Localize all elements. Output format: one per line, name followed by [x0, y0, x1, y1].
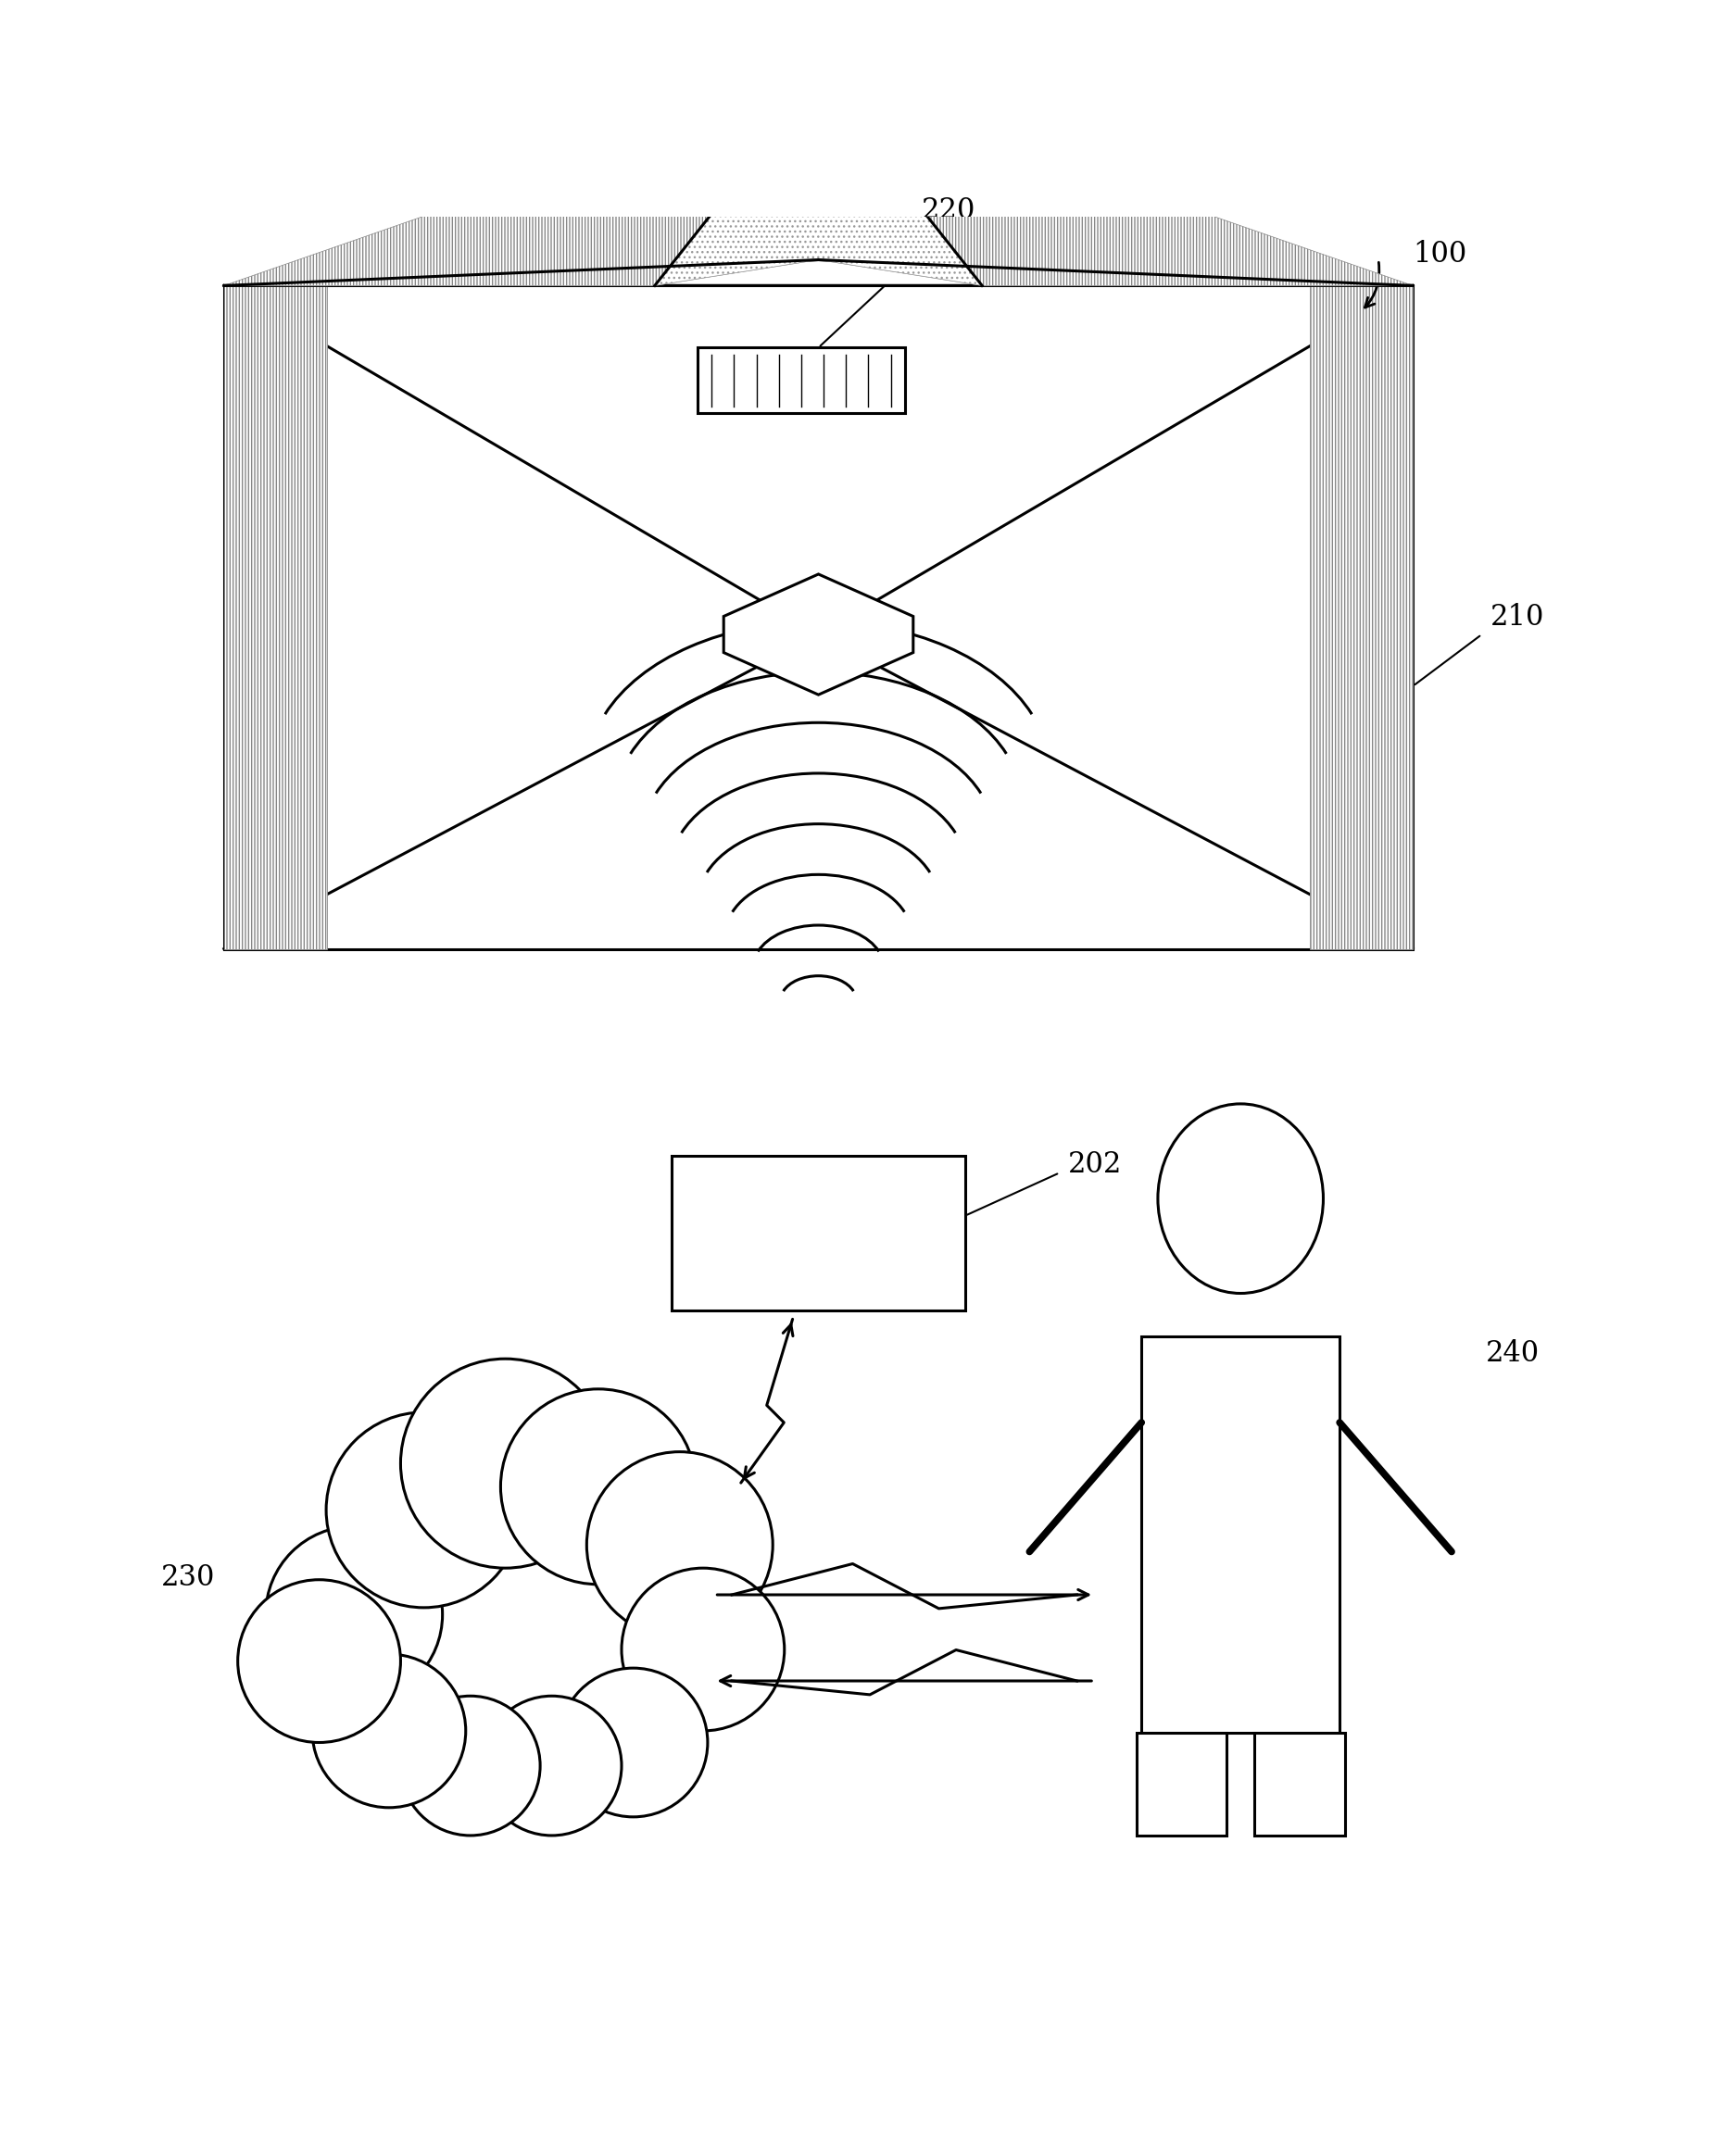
- Ellipse shape: [1158, 1104, 1323, 1294]
- Text: 220: 220: [922, 196, 975, 226]
- Circle shape: [326, 1412, 522, 1608]
- Polygon shape: [818, 80, 1413, 285]
- Polygon shape: [224, 285, 327, 949]
- Circle shape: [238, 1580, 400, 1742]
- Circle shape: [586, 1451, 772, 1639]
- Polygon shape: [1135, 1733, 1227, 1837]
- Polygon shape: [224, 259, 818, 285]
- Circle shape: [400, 1697, 539, 1835]
- Polygon shape: [224, 80, 818, 285]
- Circle shape: [558, 1669, 708, 1818]
- Bar: [672, 1156, 965, 1311]
- Text: RFID: RFID: [789, 1192, 848, 1218]
- Polygon shape: [224, 285, 1413, 949]
- Polygon shape: [818, 259, 1413, 285]
- Text: 202: 202: [1068, 1149, 1122, 1179]
- Polygon shape: [224, 259, 1413, 285]
- Circle shape: [312, 1654, 465, 1807]
- Polygon shape: [1309, 285, 1413, 949]
- Text: 230: 230: [162, 1563, 215, 1591]
- Circle shape: [482, 1697, 622, 1835]
- Circle shape: [622, 1567, 784, 1731]
- Text: 240: 240: [1485, 1339, 1540, 1367]
- Bar: [698, 347, 905, 414]
- Polygon shape: [724, 573, 913, 694]
- Text: Reader: Reader: [774, 1255, 863, 1281]
- Polygon shape: [1141, 1337, 1339, 1733]
- Circle shape: [501, 1388, 696, 1585]
- Polygon shape: [1254, 1733, 1344, 1837]
- Text: 100: 100: [1413, 239, 1466, 270]
- Circle shape: [400, 1358, 610, 1567]
- Polygon shape: [655, 80, 982, 285]
- Text: 210: 210: [1490, 604, 1544, 632]
- Circle shape: [265, 1526, 443, 1703]
